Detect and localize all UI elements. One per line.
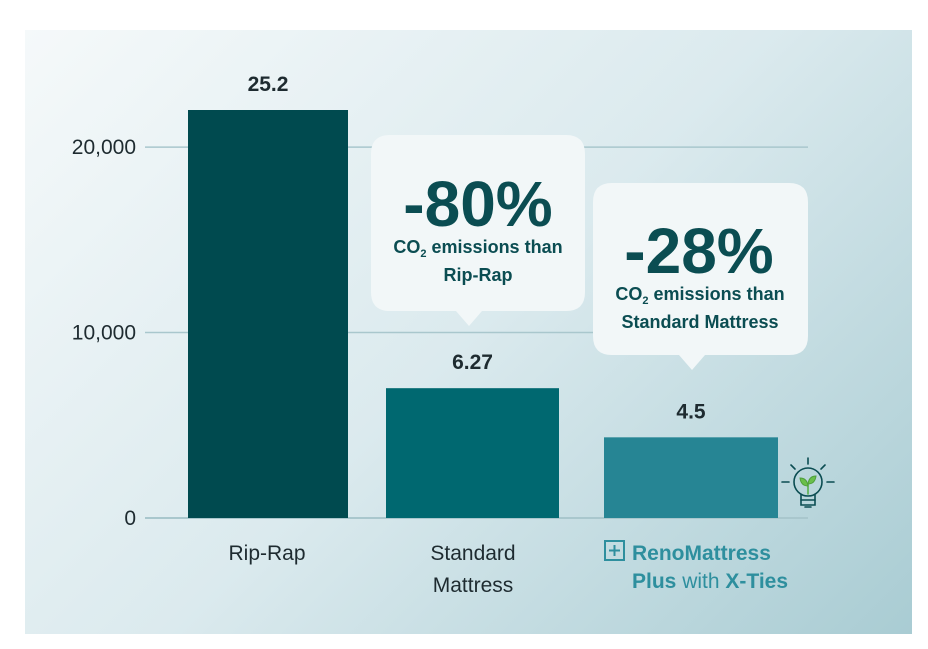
category-label-rip-rap: Rip-Rap: [228, 542, 305, 565]
callout-text-80-line1: CO2 emissions than: [393, 237, 562, 260]
value-labels: 25.2 6.27 4.5: [248, 73, 706, 423]
value-label-1: 25.2: [248, 73, 289, 96]
brand-xties-text: X-Ties: [725, 570, 788, 593]
lightbulb-leaf-icon: [781, 457, 835, 508]
callout-text-80-line2: Rip-Rap: [444, 265, 513, 285]
callout-bubble-28: -28% CO2 emissions than Standard Mattres…: [593, 183, 808, 370]
callout-text-28-line1: CO2 emissions than: [615, 284, 784, 307]
y-tick-label: 0: [124, 507, 136, 530]
brand-plus-text: Plus: [632, 570, 676, 593]
y-tick-label: 10,000: [72, 322, 136, 345]
callout-subscript: 2: [420, 248, 426, 260]
callout-percent-28: -28%: [624, 215, 773, 287]
y-tick-label: 20,000: [72, 136, 136, 159]
plus-box-icon: [604, 540, 625, 561]
category-label-renomattress-line1: RenoMattress: [632, 542, 771, 565]
bar-1: [188, 110, 348, 518]
category-label-renomattress-line2: Plus with X-Ties: [632, 570, 788, 593]
brand-with-text: with: [676, 570, 725, 593]
bars: [188, 110, 778, 518]
bar-2: [386, 388, 559, 518]
y-axis-ticks: 0 10,000 20,000: [72, 136, 136, 530]
callout-percent-80: -80%: [403, 168, 552, 240]
callout-bubble-80: -80% CO2 emissions than Rip-Rap: [371, 135, 585, 326]
value-label-2: 6.27: [452, 351, 493, 374]
callout-co-text: CO: [393, 237, 420, 257]
callout-text-28-line2: Standard Mattress: [621, 312, 778, 332]
bar-3: [604, 437, 778, 518]
callout-emissions-text: emissions than: [427, 237, 563, 257]
callout-subscript: 2: [642, 295, 648, 307]
callout-emissions-text: emissions than: [649, 284, 785, 304]
category-label-standard-line1: Standard: [430, 542, 515, 565]
category-label-standard-line2: Mattress: [433, 574, 514, 597]
callout-co-text: CO: [615, 284, 642, 304]
value-label-3: 4.5: [676, 400, 706, 423]
